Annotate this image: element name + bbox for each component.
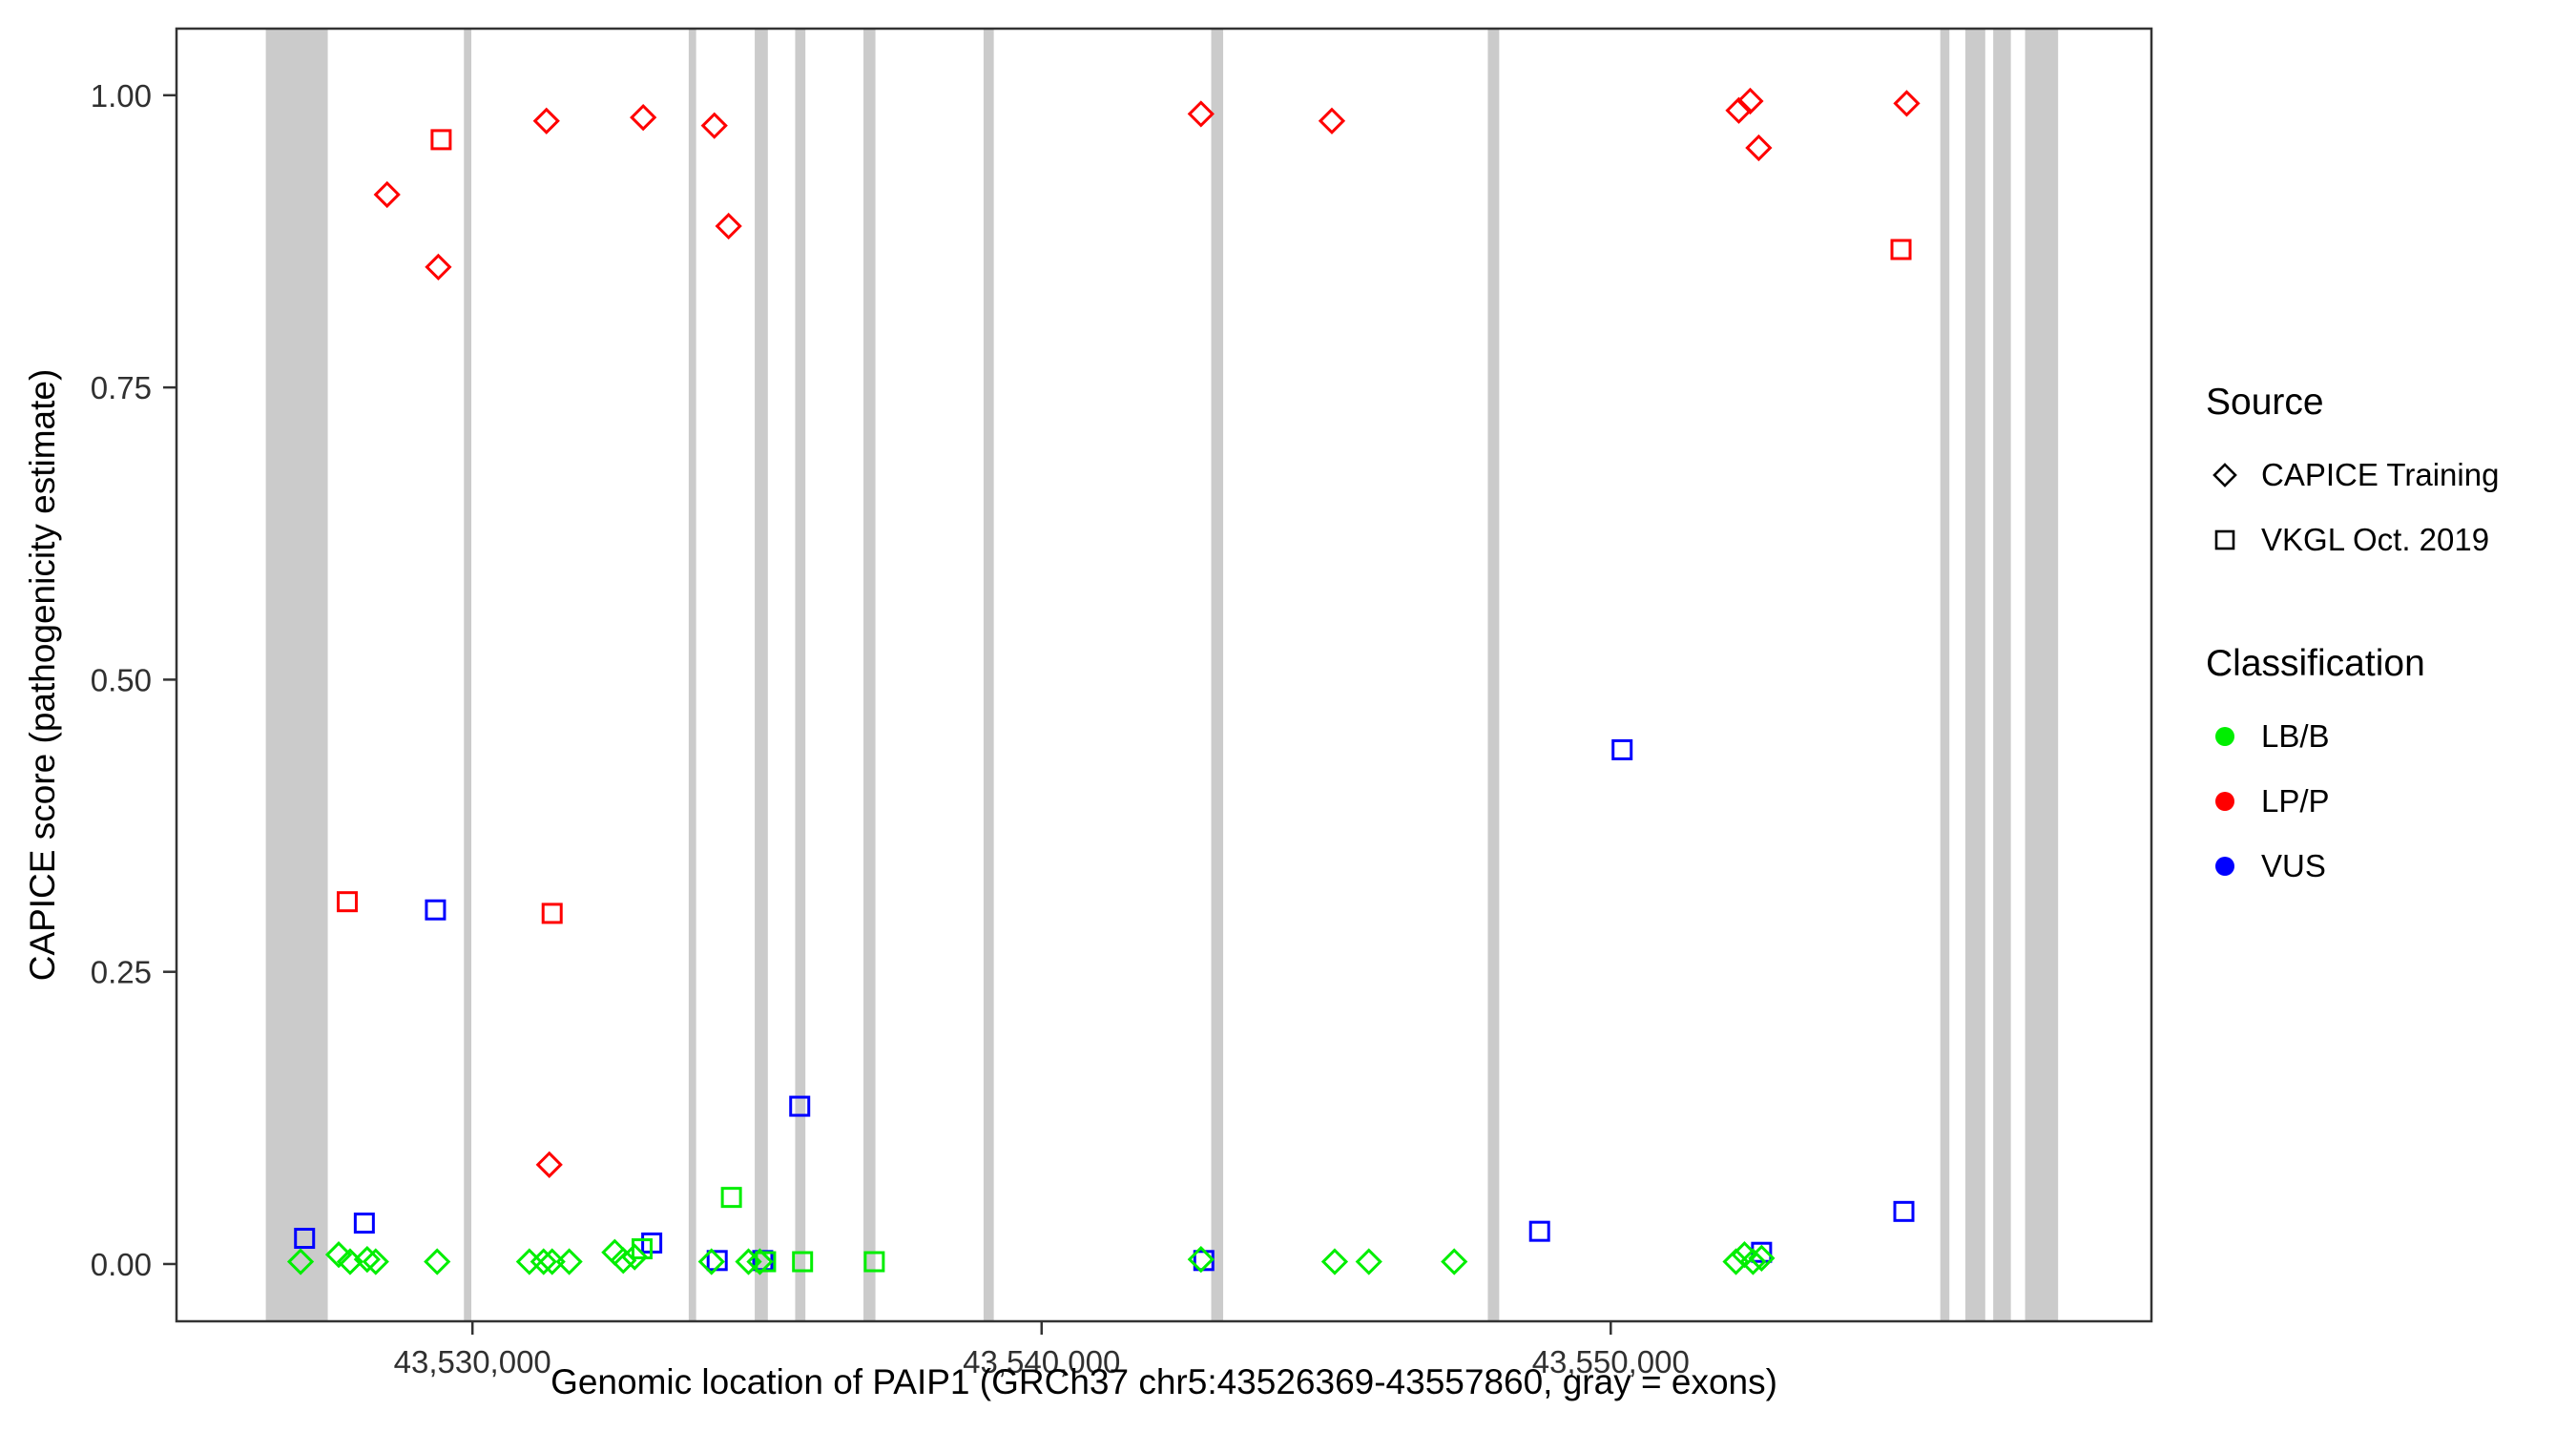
data-point-square	[1890, 238, 1912, 260]
exon-band	[983, 29, 994, 1321]
data-point-diamond	[286, 1248, 315, 1275]
data-point-diamond	[1355, 1248, 1382, 1275]
data-point-diamond	[746, 1248, 774, 1275]
exon-band	[265, 29, 328, 1321]
legend-group-source: Source CAPICE Training VKGL Oct. 2019	[2206, 382, 2499, 572]
data-point-diamond	[515, 1248, 543, 1275]
data-point-square	[1893, 1200, 1915, 1222]
data-point-diamond	[1893, 90, 1921, 117]
data-point-square	[863, 1251, 885, 1273]
y-tick-label: 1.00	[91, 78, 152, 114]
x-axis-title: Genomic location of PAIP1 (GRCh37 chr5:4…	[551, 1362, 1777, 1401]
data-point-diamond	[353, 1245, 381, 1274]
exon-band	[755, 29, 768, 1321]
exon-band	[464, 29, 472, 1321]
legend-classification-title: Classification	[2206, 643, 2425, 684]
y-axis-title: CAPICE score (pathogenicity estimate)	[23, 368, 62, 982]
y-tick-label: 0.50	[91, 662, 152, 697]
y-tick-label: 0.25	[91, 955, 152, 990]
data-point-square	[720, 1187, 742, 1209]
exon-band	[1487, 29, 1500, 1321]
data-point-diamond	[424, 1248, 451, 1275]
data-point-diamond	[735, 1248, 762, 1275]
data-point-square	[541, 902, 563, 924]
exon-band	[1964, 29, 1985, 1321]
x-tick-label: 43,540,000	[963, 1344, 1120, 1379]
panel-border	[175, 27, 2153, 1323]
data-point-diamond	[530, 1248, 557, 1275]
legend: Source CAPICE Training VKGL Oct. 2019 Cl…	[2206, 382, 2499, 969]
data-point-diamond	[630, 103, 657, 132]
legend-label: LP/P	[2261, 783, 2330, 819]
data-point-diamond	[610, 1247, 637, 1275]
data-point-square	[336, 891, 358, 913]
data-point-diamond	[700, 112, 728, 139]
data-point-diamond	[697, 1248, 725, 1275]
data-point-diamond	[1725, 96, 1753, 124]
data-point-square	[294, 1228, 316, 1250]
data-point-diamond	[1736, 87, 1764, 115]
legend-group-classification: Classification LB/B LP/P VUS	[2206, 643, 2499, 899]
exon-band	[688, 29, 696, 1321]
y-tick-label: 0.75	[91, 370, 152, 405]
blue-dot-icon	[2215, 857, 2234, 876]
legend-item-lbb: LB/B	[2206, 704, 2499, 769]
exon-band	[795, 29, 806, 1321]
legend-item-capice-training: CAPICE Training	[2206, 443, 2499, 508]
data-point-diamond	[1745, 134, 1773, 162]
data-point-square	[1611, 738, 1633, 760]
legend-label: VKGL Oct. 2019	[2261, 522, 2490, 557]
data-point-square	[425, 899, 447, 921]
exon-band	[1993, 29, 2011, 1321]
legend-source-title: Source	[2206, 382, 2324, 423]
diamond-icon	[2206, 456, 2244, 494]
x-tick-label: 43,530,000	[394, 1344, 551, 1379]
exon-band	[1940, 29, 1950, 1321]
data-point-square	[755, 1251, 777, 1273]
data-point-diamond	[1318, 107, 1346, 135]
data-point-square	[1528, 1220, 1550, 1242]
legend-label: LB/B	[2261, 718, 2330, 754]
data-point-diamond	[621, 1243, 649, 1271]
data-point-diamond	[532, 107, 560, 135]
legend-item-vus: VUS	[2206, 834, 2499, 899]
data-point-diamond	[362, 1248, 389, 1275]
data-point-diamond	[1187, 1245, 1215, 1274]
data-point-square	[706, 1250, 728, 1272]
legend-item-lpp: LP/P	[2206, 769, 2499, 834]
data-point-diamond	[555, 1248, 583, 1275]
data-point-diamond	[1187, 100, 1215, 128]
exon-band	[863, 29, 876, 1321]
data-point-diamond	[715, 212, 742, 240]
data-point-diamond	[1739, 1248, 1767, 1275]
legend-label: VUS	[2261, 848, 2326, 883]
data-point-diamond	[538, 1248, 566, 1275]
y-tick-label: 0.00	[91, 1247, 152, 1282]
data-point-diamond	[373, 180, 401, 209]
data-point-square	[792, 1251, 814, 1273]
x-tick-label: 43,550,000	[1532, 1344, 1690, 1379]
red-dot-icon	[2215, 792, 2234, 811]
data-point-diamond	[535, 1151, 563, 1178]
legend-item-vkgl: VKGL Oct. 2019	[2206, 508, 2499, 572]
data-point-square	[430, 129, 452, 151]
square-icon	[2206, 521, 2244, 559]
data-point-diamond	[1320, 1248, 1349, 1275]
data-point-square	[789, 1095, 811, 1117]
data-point-diamond	[1441, 1248, 1468, 1275]
green-dot-icon	[2215, 727, 2234, 746]
data-point-diamond	[425, 253, 452, 281]
exon-band	[1211, 29, 1224, 1321]
data-point-diamond	[1748, 1244, 1776, 1272]
legend-label: CAPICE Training	[2261, 457, 2500, 492]
exon-band	[2025, 29, 2059, 1321]
data-point-square	[353, 1213, 375, 1234]
data-point-diamond	[324, 1241, 353, 1269]
data-point-diamond	[601, 1238, 629, 1266]
